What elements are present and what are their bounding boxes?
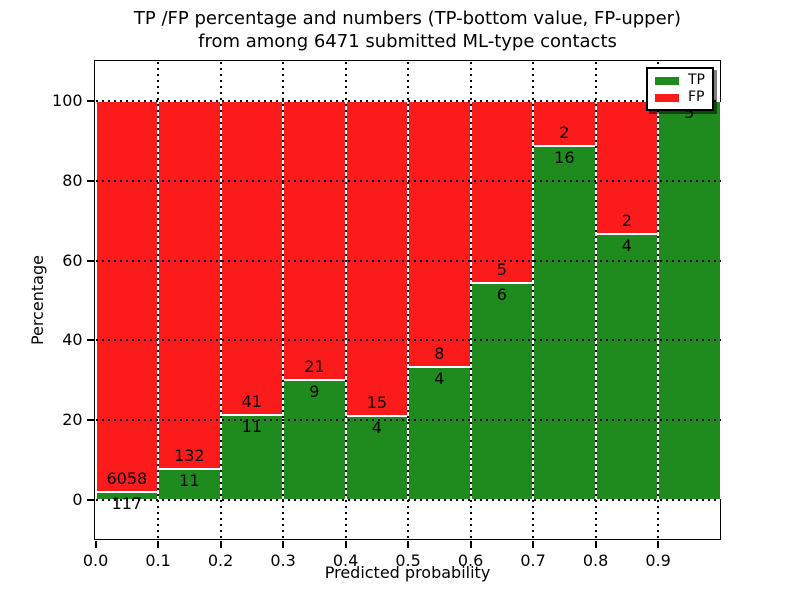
x-tick-mark [219, 541, 222, 549]
bar-segment-tp [595, 234, 659, 500]
x-tick-label: 0.5 [395, 550, 421, 570]
bar-segment-fp [95, 101, 159, 493]
x-tick-label: 0.3 [270, 550, 296, 570]
bar-segment-fp [408, 101, 471, 368]
legend-label-fp: FP [688, 89, 705, 105]
x-tick-label: 0.8 [582, 550, 609, 570]
gridline-vertical [469, 61, 472, 540]
y-axis-label: Percentage [28, 255, 47, 346]
annotation-fp-count: 8 [434, 344, 445, 364]
y-tick-mark [86, 180, 94, 183]
y-tick-mark [86, 259, 94, 262]
x-axis-label: Predicted probability [324, 563, 491, 582]
bar-segment-tp [533, 145, 596, 500]
annotation-fp-count: 2 [621, 211, 632, 231]
x-tick-label: 0.4 [332, 550, 359, 570]
y-tick-label: 80 [62, 171, 83, 191]
chart-title: TP /FP percentage and numbers (TP-bottom… [95, 7, 720, 53]
tp-color-swatch [655, 76, 679, 85]
x-tick-label: 0.7 [520, 550, 546, 570]
bar-segment-tp [658, 101, 721, 500]
y-tick-mark [86, 339, 94, 342]
y-tick-mark [86, 100, 94, 103]
annotation-tp-count: 4 [621, 236, 632, 256]
annotation-tp-count: 11 [241, 417, 263, 437]
annotation-tp-count: 4 [434, 369, 445, 389]
bar-segment-fp [595, 101, 659, 235]
annotation-tp-count: 11 [179, 471, 200, 491]
y-tick-label: 0 [72, 489, 83, 509]
annotation-tp-count: 16 [554, 147, 575, 167]
y-tick-mark [86, 498, 94, 501]
x-tick-label: 0.9 [645, 550, 671, 570]
bar-segment-tp [345, 415, 409, 500]
bar-segment-tp [470, 282, 534, 500]
annotation-fp-count: 6058 [106, 469, 148, 489]
legend: TP FP [646, 67, 714, 111]
y-tick-label: 60 [62, 250, 83, 270]
x-tick-mark [157, 541, 160, 549]
gridline-vertical [407, 61, 410, 540]
legend-entry-tp: TP [655, 73, 712, 88]
gridline-vertical [532, 61, 535, 540]
x-tick-mark [594, 541, 597, 549]
legend-label-tp: TP [688, 72, 705, 88]
x-tick-mark [344, 541, 347, 549]
x-tick-label: 0.2 [207, 550, 234, 570]
gridline-vertical [219, 61, 222, 540]
y-tick-label: 40 [62, 330, 83, 350]
gridline-vertical [282, 61, 285, 540]
chart-title-line2: from among 6471 submitted ML-type contac… [198, 31, 617, 52]
annotation-tp-count: 9 [309, 382, 320, 402]
annotation-fp-count: 21 [304, 357, 325, 377]
x-tick-mark [657, 541, 660, 549]
x-tick-mark [532, 541, 535, 549]
gridline-vertical [344, 61, 347, 540]
fp-color-swatch [655, 93, 679, 102]
gridline-vertical [657, 61, 660, 540]
bar-segment-tp [283, 380, 346, 500]
annotation-fp-count: 2 [559, 122, 570, 142]
annotation-fp-count: 41 [241, 392, 263, 412]
legend-entry-fp: FP [655, 90, 712, 105]
annotation-tp-count: 117 [111, 494, 143, 514]
annotation-fp-count: 15 [366, 392, 388, 412]
x-tick-label: 0.0 [82, 550, 109, 570]
y-tick-mark [86, 419, 94, 422]
annotation-fp-count: 132 [174, 446, 205, 466]
annotation-tp-count: 4 [371, 417, 382, 437]
y-tick-label: 20 [62, 410, 83, 430]
x-tick-label: 0.6 [457, 550, 484, 570]
x-tick-label: 0.1 [145, 550, 171, 570]
y-tick-label: 100 [52, 91, 83, 111]
chart-title-line1: TP /FP percentage and numbers (TP-bottom… [133, 8, 682, 29]
x-tick-mark [282, 541, 285, 549]
x-tick-mark [469, 541, 472, 549]
annotation-fp-count: 5 [496, 259, 507, 279]
annotation-tp-count: 5 [684, 103, 695, 123]
bar-segment-fp [283, 101, 346, 381]
gridline-vertical [594, 61, 597, 540]
annotation-tp-count: 6 [496, 284, 507, 304]
bar-segment-fp [158, 101, 221, 470]
x-tick-mark [94, 541, 97, 549]
gridline-vertical [157, 61, 160, 540]
x-tick-mark [407, 541, 410, 549]
